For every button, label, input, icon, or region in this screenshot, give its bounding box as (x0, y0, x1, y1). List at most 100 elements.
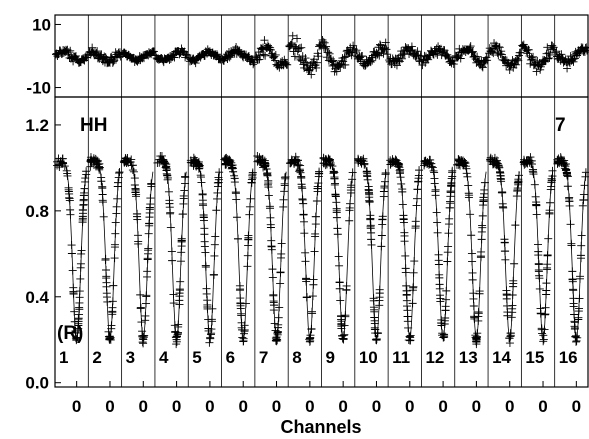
channel-label: 7 (259, 348, 268, 367)
data-point (503, 311, 512, 320)
residual-point (178, 47, 187, 56)
data-point (363, 175, 372, 184)
data-point (567, 241, 576, 250)
data-point (410, 257, 419, 266)
data-point (253, 152, 262, 161)
data-point (314, 179, 323, 188)
y-tick-label: 0.4 (25, 288, 49, 307)
data-point (332, 198, 341, 207)
x-tick-label: 0 (305, 397, 314, 416)
data-point (313, 182, 322, 191)
residual-point (320, 38, 329, 47)
data-point (174, 320, 183, 329)
data-point (466, 210, 475, 219)
data-point (115, 168, 124, 177)
data-point (64, 183, 73, 192)
data-point (110, 254, 119, 263)
data-point (534, 251, 543, 260)
channel-curve (386, 155, 424, 345)
data-point (570, 317, 579, 326)
residual-point (548, 41, 557, 50)
data-point (569, 285, 578, 294)
residual-point (358, 52, 367, 61)
residual-point (247, 55, 256, 64)
data-point (276, 279, 285, 288)
data-point (354, 155, 363, 164)
channel-curve-line (223, 161, 254, 340)
data-point (406, 331, 415, 340)
data-point (213, 182, 222, 191)
data-point (400, 231, 409, 240)
data-point (105, 332, 114, 341)
residual-point (397, 54, 406, 63)
channel-label: 5 (192, 348, 201, 367)
data-point (268, 273, 277, 282)
residual-point (524, 45, 533, 54)
data-point (444, 242, 453, 251)
residual-point (514, 56, 523, 65)
residual-point (557, 50, 566, 59)
data-point (78, 215, 87, 224)
data-point (508, 301, 517, 310)
data-point (237, 311, 246, 320)
residual-point (319, 37, 328, 46)
data-point (532, 210, 541, 219)
data-point (523, 158, 532, 167)
residual-point (540, 56, 549, 65)
residual-point (149, 47, 158, 56)
data-point (175, 292, 184, 301)
data-point (359, 154, 368, 163)
data-point (454, 155, 463, 164)
data-point (244, 241, 253, 250)
data-point (86, 156, 95, 165)
channel-dividers (87, 97, 556, 387)
data-point (337, 312, 346, 321)
data-point (65, 196, 74, 205)
data-point (108, 310, 117, 319)
data-point (448, 168, 457, 177)
data-point (233, 234, 242, 243)
data-point (231, 188, 240, 197)
residual-point (132, 57, 141, 66)
residual-point (519, 40, 528, 49)
data-point (280, 181, 289, 190)
residual-point (390, 59, 399, 68)
residual-point (473, 52, 482, 61)
residual-point (293, 34, 302, 43)
data-point (507, 313, 516, 322)
data-point (476, 252, 485, 261)
channel-curve (420, 155, 457, 342)
data-point (444, 229, 453, 238)
data-point (213, 194, 222, 203)
data-point (566, 220, 575, 229)
data-point (473, 329, 482, 338)
data-point (332, 206, 341, 215)
x-tick-label: 0 (238, 397, 247, 416)
residual-point (392, 61, 401, 70)
data-point (198, 190, 207, 199)
data-point (215, 168, 224, 177)
data-point (141, 311, 150, 320)
data-point (464, 181, 473, 190)
residual-point (376, 40, 385, 49)
residual-point (491, 42, 500, 51)
channel-curve (286, 152, 324, 346)
data-point (570, 325, 579, 334)
data-point (136, 290, 145, 299)
data-point (444, 220, 453, 229)
data-point (510, 259, 519, 268)
data-point (199, 216, 208, 225)
channel-label: 2 (92, 348, 101, 367)
data-point (103, 297, 112, 306)
data-point (326, 160, 335, 169)
data-point (310, 247, 319, 256)
residual-point (191, 59, 200, 68)
residual-point (468, 47, 477, 56)
data-point (203, 296, 212, 305)
residual-point (546, 50, 555, 59)
data-point (137, 318, 146, 327)
data-point (423, 159, 432, 168)
data-point (181, 172, 190, 181)
data-point (238, 333, 247, 342)
residual-point (349, 41, 358, 50)
